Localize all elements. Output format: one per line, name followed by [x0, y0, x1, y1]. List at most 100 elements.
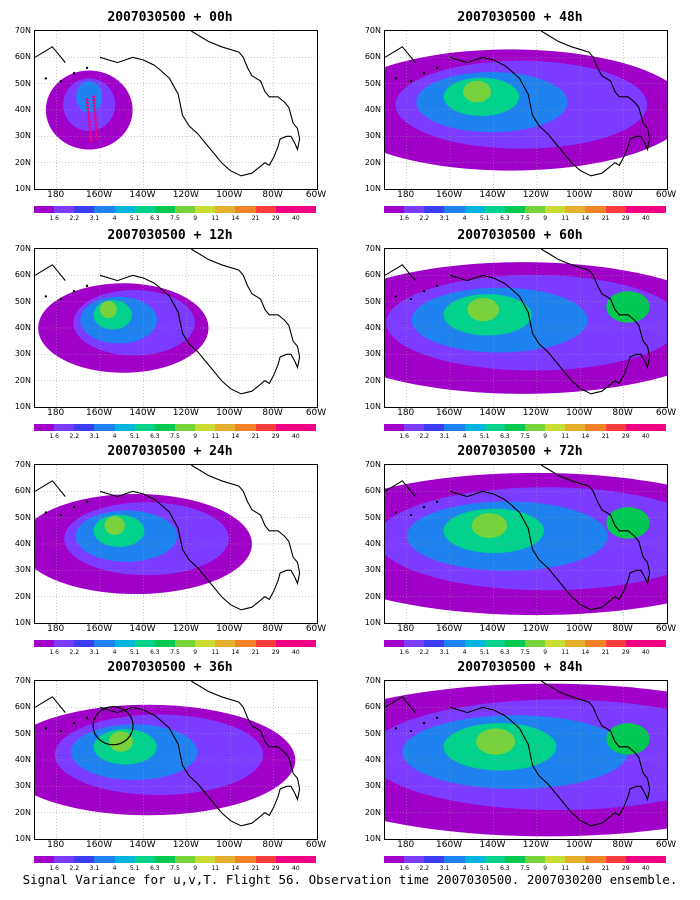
lat-tick-label: 20N: [14, 591, 31, 601]
observation-point: [87, 113, 91, 117]
lat-tick-label: 30N: [364, 565, 381, 575]
colorbar-swatch: [384, 856, 405, 863]
colorbar-label: 4: [462, 649, 467, 656]
colorbar-label: 4: [462, 865, 467, 872]
colorbar-swatch: [94, 424, 115, 431]
map-plot: [384, 248, 668, 408]
lon-tick-label: 180: [47, 624, 65, 634]
island: [59, 513, 63, 517]
colorbar-swatch: [524, 206, 546, 213]
island: [59, 79, 63, 83]
island: [85, 716, 89, 720]
variance-contour: [471, 513, 508, 538]
colorbar-swatch: [215, 856, 236, 863]
lat-tick-label: 60N: [14, 270, 31, 280]
lon-tick-label: 120W: [172, 624, 199, 634]
colorbar-label: 3.1: [89, 433, 100, 440]
colorbar-swatch: [524, 640, 546, 647]
map-panel: 2007030500 + 00h 70N 60N 50N 40N 30N 20N 10N 180…: [0, 8, 340, 223]
colorbar-label: 21: [601, 865, 610, 872]
lat-tick-label: 60N: [364, 702, 381, 712]
observation-point: [86, 104, 90, 108]
lat-tick-label: 30N: [14, 565, 31, 575]
lon-tick-label: 140W: [129, 840, 156, 850]
lon-tick-label: 60W: [305, 840, 327, 850]
lon-tick-label: 100W: [216, 190, 243, 200]
island: [44, 295, 48, 298]
variance-contour: [606, 291, 650, 323]
lat-tick-label: 10N: [364, 618, 381, 627]
figure-caption: Signal Variance for u,v,T. Flight 56. Ob…: [22, 872, 678, 887]
colorbar-label: 29: [621, 433, 630, 440]
colorbar-label: 14: [231, 649, 240, 656]
colorbar-label: 11: [561, 433, 570, 440]
lon-tick-label: 120W: [172, 190, 199, 200]
coastline-north-america: [449, 681, 651, 827]
island: [422, 721, 426, 725]
island: [72, 289, 76, 293]
colorbar-swatch: [215, 640, 236, 647]
colorbar-swatch: [444, 206, 465, 213]
colorbar-swatch: [585, 206, 606, 213]
panel-title: 2007030500 + 36h: [107, 660, 233, 675]
colorbar-swatch: [275, 424, 296, 431]
map-canvas: [35, 249, 317, 407]
map-canvas: [35, 465, 317, 623]
colorbar-label: 6.3: [150, 865, 160, 872]
colorbar-label: 9: [193, 865, 198, 872]
colorbar-label: 11: [561, 215, 570, 222]
colorbar-swatch: [545, 206, 566, 213]
colorbar-label: 5.1: [129, 215, 140, 222]
colorbar-swatch: [605, 206, 626, 213]
colorbar-swatch: [134, 424, 155, 431]
observation-point: [86, 110, 90, 114]
island: [85, 500, 89, 504]
variance-contour: [76, 81, 103, 113]
colorbar-label: 7.5: [520, 215, 530, 222]
colorbar-label: 7.5: [170, 215, 180, 222]
lon-tick-label: 80W: [612, 408, 633, 418]
lon-tick-label: 120W: [522, 840, 549, 850]
colorbar-labels: 1.6 2.2 3.1 4 5.1 6.3 7.5 9 11 14 21 29 40: [384, 215, 666, 223]
colorbar-label: 21: [251, 433, 260, 440]
colorbar-swatch: [174, 856, 196, 863]
colorbar-swatch: [565, 856, 586, 863]
map-panel: 2007030500 + 24h 70N 60N 50N 40N 30N 20N 10N 180…: [0, 442, 340, 657]
colorbar-swatch: [174, 206, 196, 213]
map-plot: [384, 30, 668, 190]
island: [422, 289, 426, 293]
lon-tick-label: 60W: [305, 190, 327, 200]
colorbar-label: 4: [112, 649, 117, 656]
colorbar-swatch: [295, 206, 316, 213]
colorbar-label: 6.3: [150, 649, 160, 656]
colorbar-label: 7.5: [520, 433, 530, 440]
colorbar-label: 11: [211, 865, 220, 872]
colorbar-swatch: [464, 424, 485, 431]
map-plot: [34, 680, 318, 840]
colorbar-label: 4: [112, 433, 117, 440]
island: [59, 297, 63, 301]
map-panel: 2007030500 + 84h 70N 60N 50N 40N 30N 20N 10N 180…: [350, 658, 690, 873]
colorbar-label: 14: [581, 433, 590, 440]
lat-tick-label: 10N: [14, 618, 31, 627]
lon-tick-label: 60W: [305, 408, 327, 418]
colorbar-labels: 1.6 2.2 3.1 4 5.1 6.3 7.5 9 11 14 21 29 40: [384, 649, 666, 657]
colorbar-swatch: [585, 424, 606, 431]
colorbar-swatch: [545, 424, 566, 431]
colorbar-swatch: [565, 640, 586, 647]
colorbar-labels: 1.6 2.2 3.1 4 5.1 6.3 7.5 9 11 14 21 29 40: [384, 433, 666, 441]
colorbar-label: 5.1: [129, 865, 140, 872]
panel-title: 2007030500 + 72h: [457, 444, 583, 459]
map-plot: [34, 30, 318, 190]
colorbar: [34, 640, 316, 647]
colorbar-label: 1.6: [399, 865, 409, 872]
lon-tick-label: 140W: [479, 408, 506, 418]
map-canvas: [385, 249, 667, 407]
lon-tick-label: 60W: [655, 190, 677, 200]
lat-tick-label: 20N: [14, 807, 31, 817]
observation-point: [93, 117, 97, 121]
lon-tick-label: 100W: [566, 840, 593, 850]
lon-tick-label: 120W: [172, 408, 199, 418]
colorbar-label: 2.2: [419, 865, 430, 872]
colorbar-label: 29: [621, 865, 630, 872]
